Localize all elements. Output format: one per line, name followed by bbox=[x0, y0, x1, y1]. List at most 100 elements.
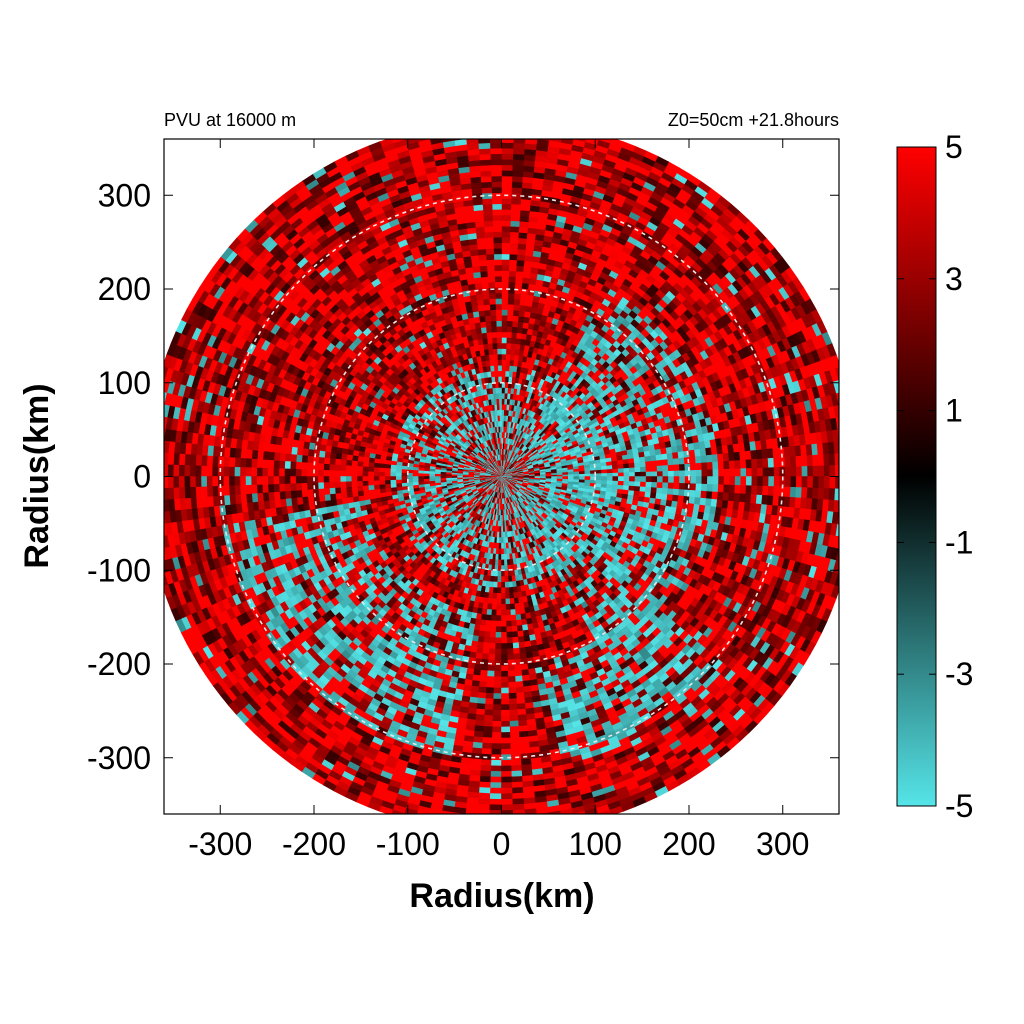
field-cell bbox=[498, 548, 502, 555]
field-cell bbox=[556, 476, 564, 479]
field-cell bbox=[645, 465, 653, 472]
field-cell bbox=[623, 476, 630, 482]
field-cell bbox=[601, 479, 608, 485]
field-cell bbox=[504, 387, 509, 394]
field-cell bbox=[501, 570, 506, 578]
field-cell bbox=[506, 331, 512, 339]
field-cell bbox=[423, 473, 430, 477]
field-cell bbox=[362, 461, 369, 468]
field-cell bbox=[389, 472, 397, 477]
field-cell bbox=[401, 469, 408, 474]
field-cell bbox=[506, 620, 513, 628]
field-cell bbox=[346, 454, 354, 462]
chart-title-left: PVU at 16000 m bbox=[164, 110, 296, 130]
field-cell bbox=[506, 325, 513, 333]
field-cell bbox=[494, 570, 499, 577]
field-cell bbox=[623, 471, 630, 477]
field-cell bbox=[505, 598, 511, 605]
field-cell bbox=[523, 476, 530, 478]
field-cell bbox=[495, 325, 502, 333]
field-cell bbox=[606, 476, 614, 481]
chart-title-right: Z0=50cm +21.8hours bbox=[668, 110, 839, 130]
field-cell bbox=[373, 467, 380, 473]
field-cell bbox=[389, 468, 397, 474]
field-cell bbox=[509, 348, 516, 356]
field-cell bbox=[487, 603, 493, 611]
field-cell bbox=[496, 609, 502, 617]
field-cell bbox=[428, 473, 436, 477]
field-cell bbox=[501, 609, 507, 617]
field-cell bbox=[350, 465, 358, 472]
field-cell bbox=[395, 472, 402, 477]
field-cell bbox=[628, 480, 636, 487]
field-cell bbox=[501, 370, 506, 377]
field-cell bbox=[501, 353, 507, 361]
field-cell bbox=[496, 336, 502, 344]
field-cell bbox=[511, 326, 518, 333]
field-cell bbox=[573, 476, 580, 480]
field-cell bbox=[412, 473, 419, 477]
field-cell bbox=[508, 359, 515, 367]
field-cell bbox=[495, 626, 502, 633]
field-cell bbox=[501, 587, 506, 594]
field-cell bbox=[645, 470, 653, 477]
field-cell bbox=[606, 479, 614, 485]
field-cell bbox=[501, 409, 505, 416]
field-cell bbox=[634, 461, 641, 468]
field-cell bbox=[501, 615, 507, 622]
field-cell bbox=[480, 619, 487, 627]
field-cell bbox=[501, 336, 507, 344]
field-cell bbox=[497, 581, 502, 589]
field-cell bbox=[645, 476, 653, 483]
pv-field bbox=[164, 139, 839, 814]
field-cell bbox=[612, 467, 619, 473]
field-cell bbox=[491, 337, 498, 344]
field-cell bbox=[496, 342, 502, 349]
field-cell bbox=[634, 466, 641, 473]
field-cell bbox=[497, 587, 502, 594]
field-cell bbox=[567, 476, 575, 480]
field-cell bbox=[512, 476, 519, 478]
field-cell bbox=[492, 598, 498, 605]
field-cell bbox=[373, 471, 380, 477]
field-cell bbox=[498, 542, 502, 550]
field-cell bbox=[501, 325, 508, 333]
field-cell bbox=[501, 604, 507, 611]
field-cell bbox=[501, 414, 504, 422]
field-cell bbox=[362, 485, 369, 492]
field-cell bbox=[400, 472, 408, 477]
field-cell bbox=[345, 476, 352, 483]
field-cell bbox=[499, 531, 502, 539]
field-cell bbox=[492, 587, 498, 594]
field-cell bbox=[351, 486, 358, 493]
field-cell bbox=[395, 476, 402, 481]
field-cell bbox=[484, 320, 492, 328]
field-cell bbox=[617, 476, 625, 482]
field-cell bbox=[481, 613, 488, 621]
field-cell bbox=[617, 467, 625, 473]
field-cell bbox=[515, 337, 522, 345]
field-cell bbox=[511, 620, 518, 627]
field-cell bbox=[497, 576, 502, 583]
field-cell bbox=[501, 403, 505, 411]
field-cell bbox=[617, 484, 625, 490]
field-cell bbox=[486, 614, 493, 622]
field-cell bbox=[651, 465, 658, 472]
field-cell bbox=[595, 476, 603, 481]
field-cell bbox=[501, 348, 507, 355]
field-cell bbox=[362, 466, 369, 473]
field-cell bbox=[350, 481, 358, 488]
field-cell bbox=[491, 614, 497, 622]
field-cell bbox=[506, 614, 512, 622]
field-cell bbox=[638, 490, 646, 497]
field-cell bbox=[501, 576, 506, 583]
field-cell bbox=[485, 326, 492, 333]
field-cell bbox=[644, 491, 652, 498]
field-cell bbox=[634, 476, 642, 482]
field-cell bbox=[517, 476, 525, 478]
field-cell bbox=[395, 468, 402, 474]
field-cell bbox=[490, 620, 497, 628]
field-cell bbox=[501, 375, 506, 383]
field-cell bbox=[497, 570, 502, 578]
field-cell bbox=[367, 471, 374, 477]
